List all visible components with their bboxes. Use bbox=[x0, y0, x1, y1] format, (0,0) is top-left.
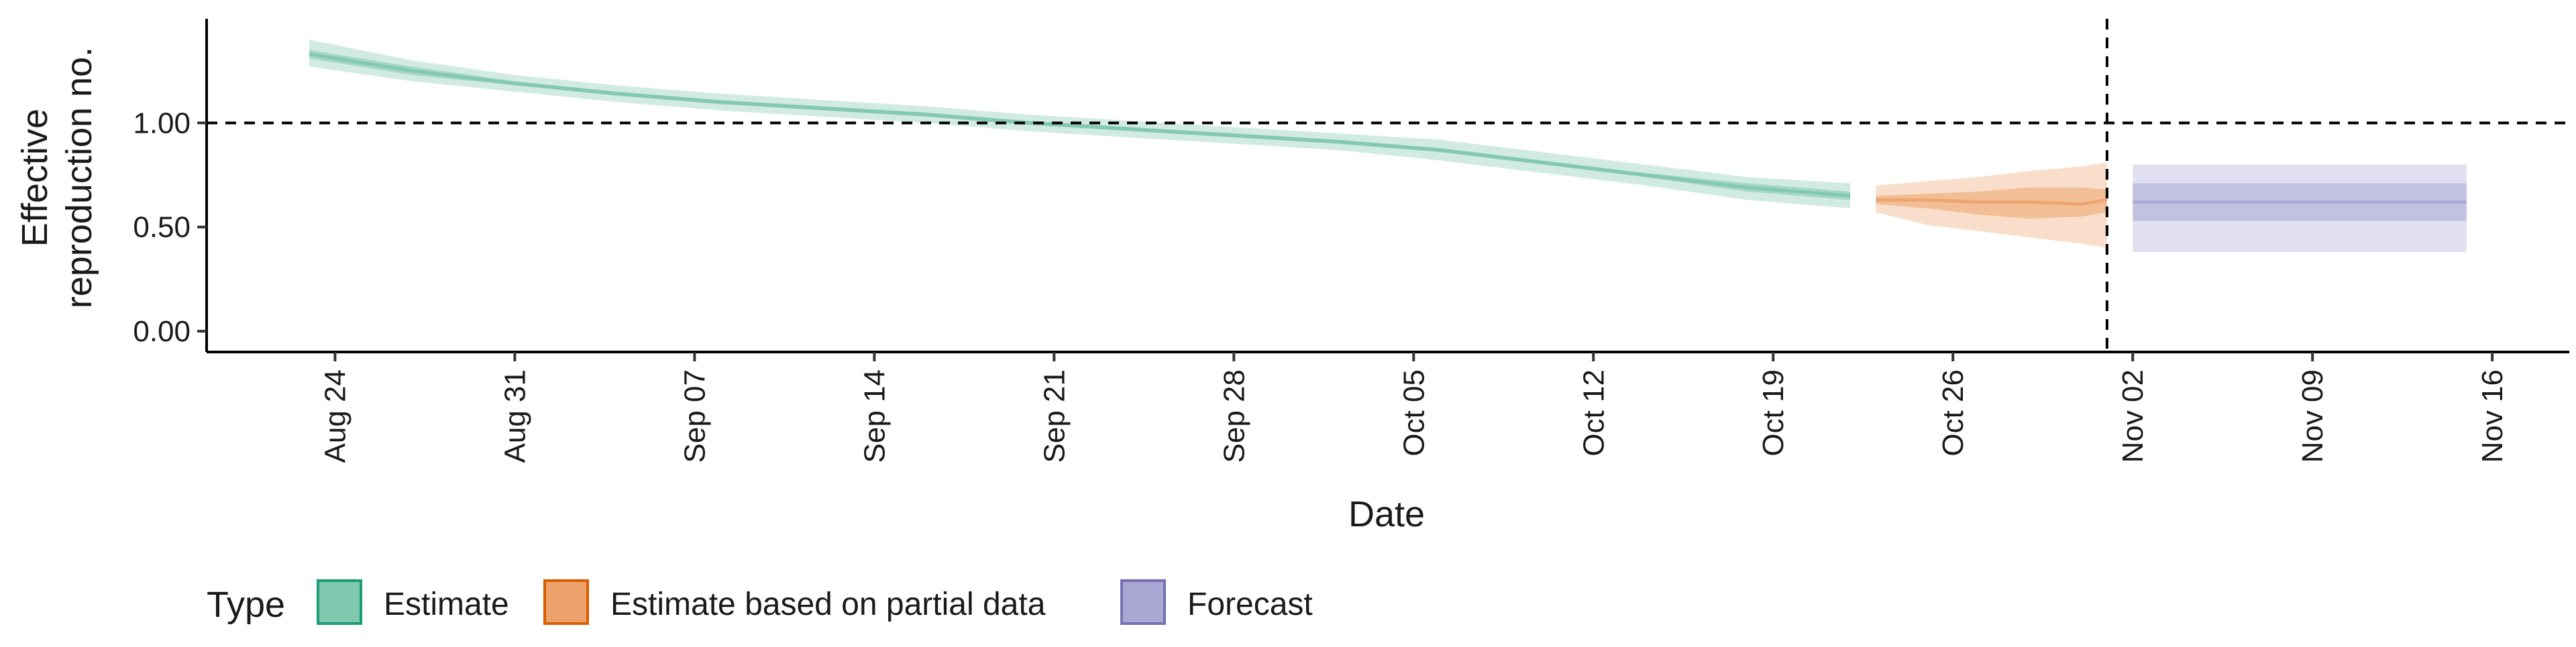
x-tick-label: Aug 24 bbox=[319, 369, 352, 463]
x-tick-label: Sep 21 bbox=[1038, 369, 1071, 463]
x-tick-label: Aug 31 bbox=[498, 369, 531, 463]
x-tick-label: Nov 09 bbox=[2296, 369, 2329, 463]
axes: 0.00 0.50 1.00 Aug 24 Aug 31 Sep 07 Sep 14 Sep … bbox=[133, 19, 2569, 463]
y-tick-label: 0.00 bbox=[133, 315, 191, 348]
x-tick-label: Oct 19 bbox=[1757, 369, 1790, 457]
x-tick-label: Oct 05 bbox=[1397, 369, 1430, 457]
legend: Type Estimate Estimate based on partial d… bbox=[207, 579, 1313, 625]
legend-key-forecast bbox=[1120, 579, 1166, 625]
x-axis-title: Date bbox=[1348, 494, 1425, 534]
y-tick-label: 1.00 bbox=[133, 107, 191, 139]
x-tick-label: Sep 14 bbox=[858, 369, 891, 463]
legend-key-estimate bbox=[317, 579, 362, 625]
x-tick-label: Sep 28 bbox=[1218, 369, 1250, 463]
plot-area bbox=[207, 19, 2569, 352]
legend-label-forecast: Forecast bbox=[1187, 587, 1313, 622]
estimate-median-line bbox=[309, 52, 1851, 198]
legend-label-estimate-based-on-partial-data: Estimate based on partial data bbox=[610, 587, 1046, 622]
y-axis-title-line1: Effective bbox=[15, 109, 55, 247]
y-axis-title-line2: reproduction no. bbox=[59, 47, 99, 308]
legend-label-estimate: Estimate bbox=[384, 587, 509, 622]
x-tick-label: Nov 02 bbox=[2116, 369, 2149, 463]
y-tick-label: 0.50 bbox=[133, 211, 191, 244]
x-tick-label: Oct 12 bbox=[1577, 369, 1610, 457]
legend-title: Type bbox=[207, 585, 285, 625]
x-tick-label: Nov 16 bbox=[2476, 369, 2509, 463]
estimate-based-on-partial-data-median-line bbox=[1876, 198, 2108, 207]
legend-key-estimate-based-on-partial-data bbox=[543, 579, 589, 625]
x-tick-label: Oct 26 bbox=[1937, 369, 1970, 457]
x-tick-label: Sep 07 bbox=[678, 369, 711, 463]
